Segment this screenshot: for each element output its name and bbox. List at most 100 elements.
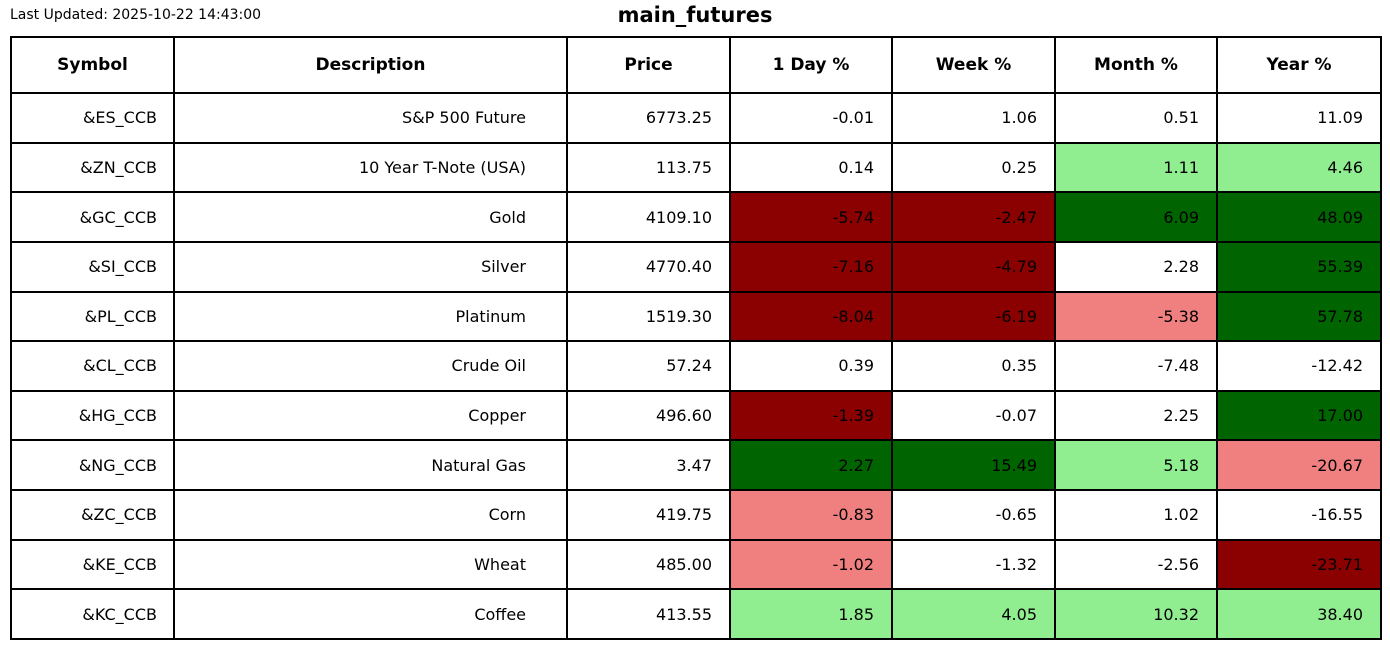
column-header: Description: [173, 36, 568, 94]
percent-change-cell: -7.16: [729, 240, 893, 293]
price-cell: 57.24: [566, 340, 731, 392]
futures-table: Symbol Description Price 1 Day % Week % Month…: [10, 36, 1382, 640]
symbol-cell: &KC_CCB: [10, 588, 175, 640]
percent-change-cell: -2.56: [1054, 538, 1218, 591]
symbol-cell: &CL_CCB: [10, 340, 175, 392]
symbol-cell: &ZC_CCB: [10, 489, 175, 541]
description-cell: Crude Oil: [173, 340, 568, 392]
percent-change-cell: 11.09: [1216, 92, 1382, 144]
table-header-row: Symbol Description Price 1 Day % Week % Month…: [10, 36, 1382, 94]
symbol-cell: &KE_CCB: [10, 538, 175, 591]
table-row: &CL_CCB Crude Oil 57.24 0.39 0.35 -7.48 -12.42: [10, 340, 1382, 392]
table-row: &PL_CCB Platinum 1519.30 -8.04 -6.19 -5.38 57.…: [10, 290, 1382, 343]
percent-change-cell: 38.40: [1216, 588, 1382, 640]
percent-change-cell: 4.05: [891, 588, 1056, 640]
table-row: &ZC_CCB Corn 419.75 -0.83 -0.65 1.02 -16.55: [10, 489, 1382, 541]
percent-change-cell: -20.67: [1216, 439, 1382, 491]
table-row: &KE_CCB Wheat 485.00 -1.02 -1.32 -2.56 -23.71: [10, 538, 1382, 591]
percent-change-cell: -0.01: [729, 92, 893, 144]
table-row: &KC_CCB Coffee 413.55 1.85 4.05 10.32 38.40: [10, 588, 1382, 640]
description-cell: Gold: [173, 191, 568, 243]
column-header: Year %: [1216, 36, 1382, 94]
percent-change-cell: 10.32: [1054, 588, 1218, 640]
table-row: &NG_CCB Natural Gas 3.47 2.27 15.49 5.18 -20.6…: [10, 439, 1382, 491]
description-cell: Coffee: [173, 588, 568, 640]
percent-change-cell: -5.38: [1054, 290, 1218, 343]
last-updated-text: Last Updated: 2025-10-22 14:43:00: [10, 7, 262, 23]
percent-change-cell: -0.65: [891, 489, 1056, 541]
table-row: &ES_CCB S&P 500 Future 6773.25 -0.01 1.06 0.5…: [10, 92, 1382, 144]
symbol-cell: &HG_CCB: [10, 389, 175, 442]
table-row: &HG_CCB Copper 496.60 -1.39 -0.07 2.25 17.00: [10, 389, 1382, 442]
percent-change-cell: 55.39: [1216, 240, 1382, 293]
percent-change-cell: -1.02: [729, 538, 893, 591]
column-header: Symbol: [10, 36, 175, 94]
percent-change-cell: 57.78: [1216, 290, 1382, 343]
table-row: &GC_CCB Gold 4109.10 -5.74 -2.47 6.09 48.09: [10, 191, 1382, 243]
percent-change-cell: -5.74: [729, 191, 893, 243]
percent-change-cell: -7.48: [1054, 340, 1218, 392]
price-cell: 4109.10: [566, 191, 731, 243]
percent-change-cell: -1.39: [729, 389, 893, 442]
price-cell: 413.55: [566, 588, 731, 640]
price-cell: 4770.40: [566, 240, 731, 293]
percent-change-cell: -23.71: [1216, 538, 1382, 591]
percent-change-cell: -2.47: [891, 191, 1056, 243]
description-cell: Wheat: [173, 538, 568, 591]
description-cell: Copper: [173, 389, 568, 442]
percent-change-cell: -16.55: [1216, 489, 1382, 541]
percent-change-cell: 15.49: [891, 439, 1056, 491]
price-cell: 419.75: [566, 489, 731, 541]
percent-change-cell: 4.46: [1216, 141, 1382, 194]
description-cell: S&P 500 Future: [173, 92, 568, 144]
percent-change-cell: 0.25: [891, 141, 1056, 194]
description-cell: Silver: [173, 240, 568, 293]
percent-change-cell: -12.42: [1216, 340, 1382, 392]
column-header: Price: [566, 36, 731, 94]
percent-change-cell: 0.51: [1054, 92, 1218, 144]
symbol-cell: &GC_CCB: [10, 191, 175, 243]
percent-change-cell: 2.28: [1054, 240, 1218, 293]
price-cell: 485.00: [566, 538, 731, 591]
symbol-cell: &PL_CCB: [10, 290, 175, 343]
column-header: 1 Day %: [729, 36, 893, 94]
description-cell: Natural Gas: [173, 439, 568, 491]
percent-change-cell: -1.32: [891, 538, 1056, 591]
description-cell: 10 Year T-Note (USA): [173, 141, 568, 194]
percent-change-cell: 6.09: [1054, 191, 1218, 243]
percent-change-cell: 48.09: [1216, 191, 1382, 243]
percent-change-cell: 2.25: [1054, 389, 1218, 442]
symbol-cell: &SI_CCB: [10, 240, 175, 293]
percent-change-cell: 0.35: [891, 340, 1056, 392]
price-cell: 6773.25: [566, 92, 731, 144]
table-row: &SI_CCB Silver 4770.40 -7.16 -4.79 2.28 55.39: [10, 240, 1382, 293]
price-cell: 3.47: [566, 439, 731, 491]
percent-change-cell: 1.06: [891, 92, 1056, 144]
table-body: &ES_CCB S&P 500 Future 6773.25 -0.01 1.06 0.5…: [10, 92, 1382, 640]
price-cell: 1519.30: [566, 290, 731, 343]
percent-change-cell: 17.00: [1216, 389, 1382, 442]
percent-change-cell: 5.18: [1054, 439, 1218, 491]
percent-change-cell: -0.83: [729, 489, 893, 541]
percent-change-cell: 1.85: [729, 588, 893, 640]
symbol-cell: &ES_CCB: [10, 92, 175, 144]
symbol-cell: &NG_CCB: [10, 439, 175, 491]
percent-change-cell: 1.11: [1054, 141, 1218, 194]
percent-change-cell: -0.07: [891, 389, 1056, 442]
description-cell: Platinum: [173, 290, 568, 343]
table-row: &ZN_CCB 10 Year T-Note (USA) 113.75 0.14 0.2…: [10, 141, 1382, 194]
percent-change-cell: 1.02: [1054, 489, 1218, 541]
column-header: Week %: [891, 36, 1056, 94]
percent-change-cell: -6.19: [891, 290, 1056, 343]
description-cell: Corn: [173, 489, 568, 541]
column-header: Month %: [1054, 36, 1218, 94]
percent-change-cell: -8.04: [729, 290, 893, 343]
percent-change-cell: -4.79: [891, 240, 1056, 293]
price-cell: 113.75: [566, 141, 731, 194]
percent-change-cell: 2.27: [729, 439, 893, 491]
page-title: main_futures: [617, 3, 773, 27]
percent-change-cell: 0.39: [729, 340, 893, 392]
symbol-cell: &ZN_CCB: [10, 141, 175, 194]
price-cell: 496.60: [566, 389, 731, 442]
percent-change-cell: 0.14: [729, 141, 893, 194]
